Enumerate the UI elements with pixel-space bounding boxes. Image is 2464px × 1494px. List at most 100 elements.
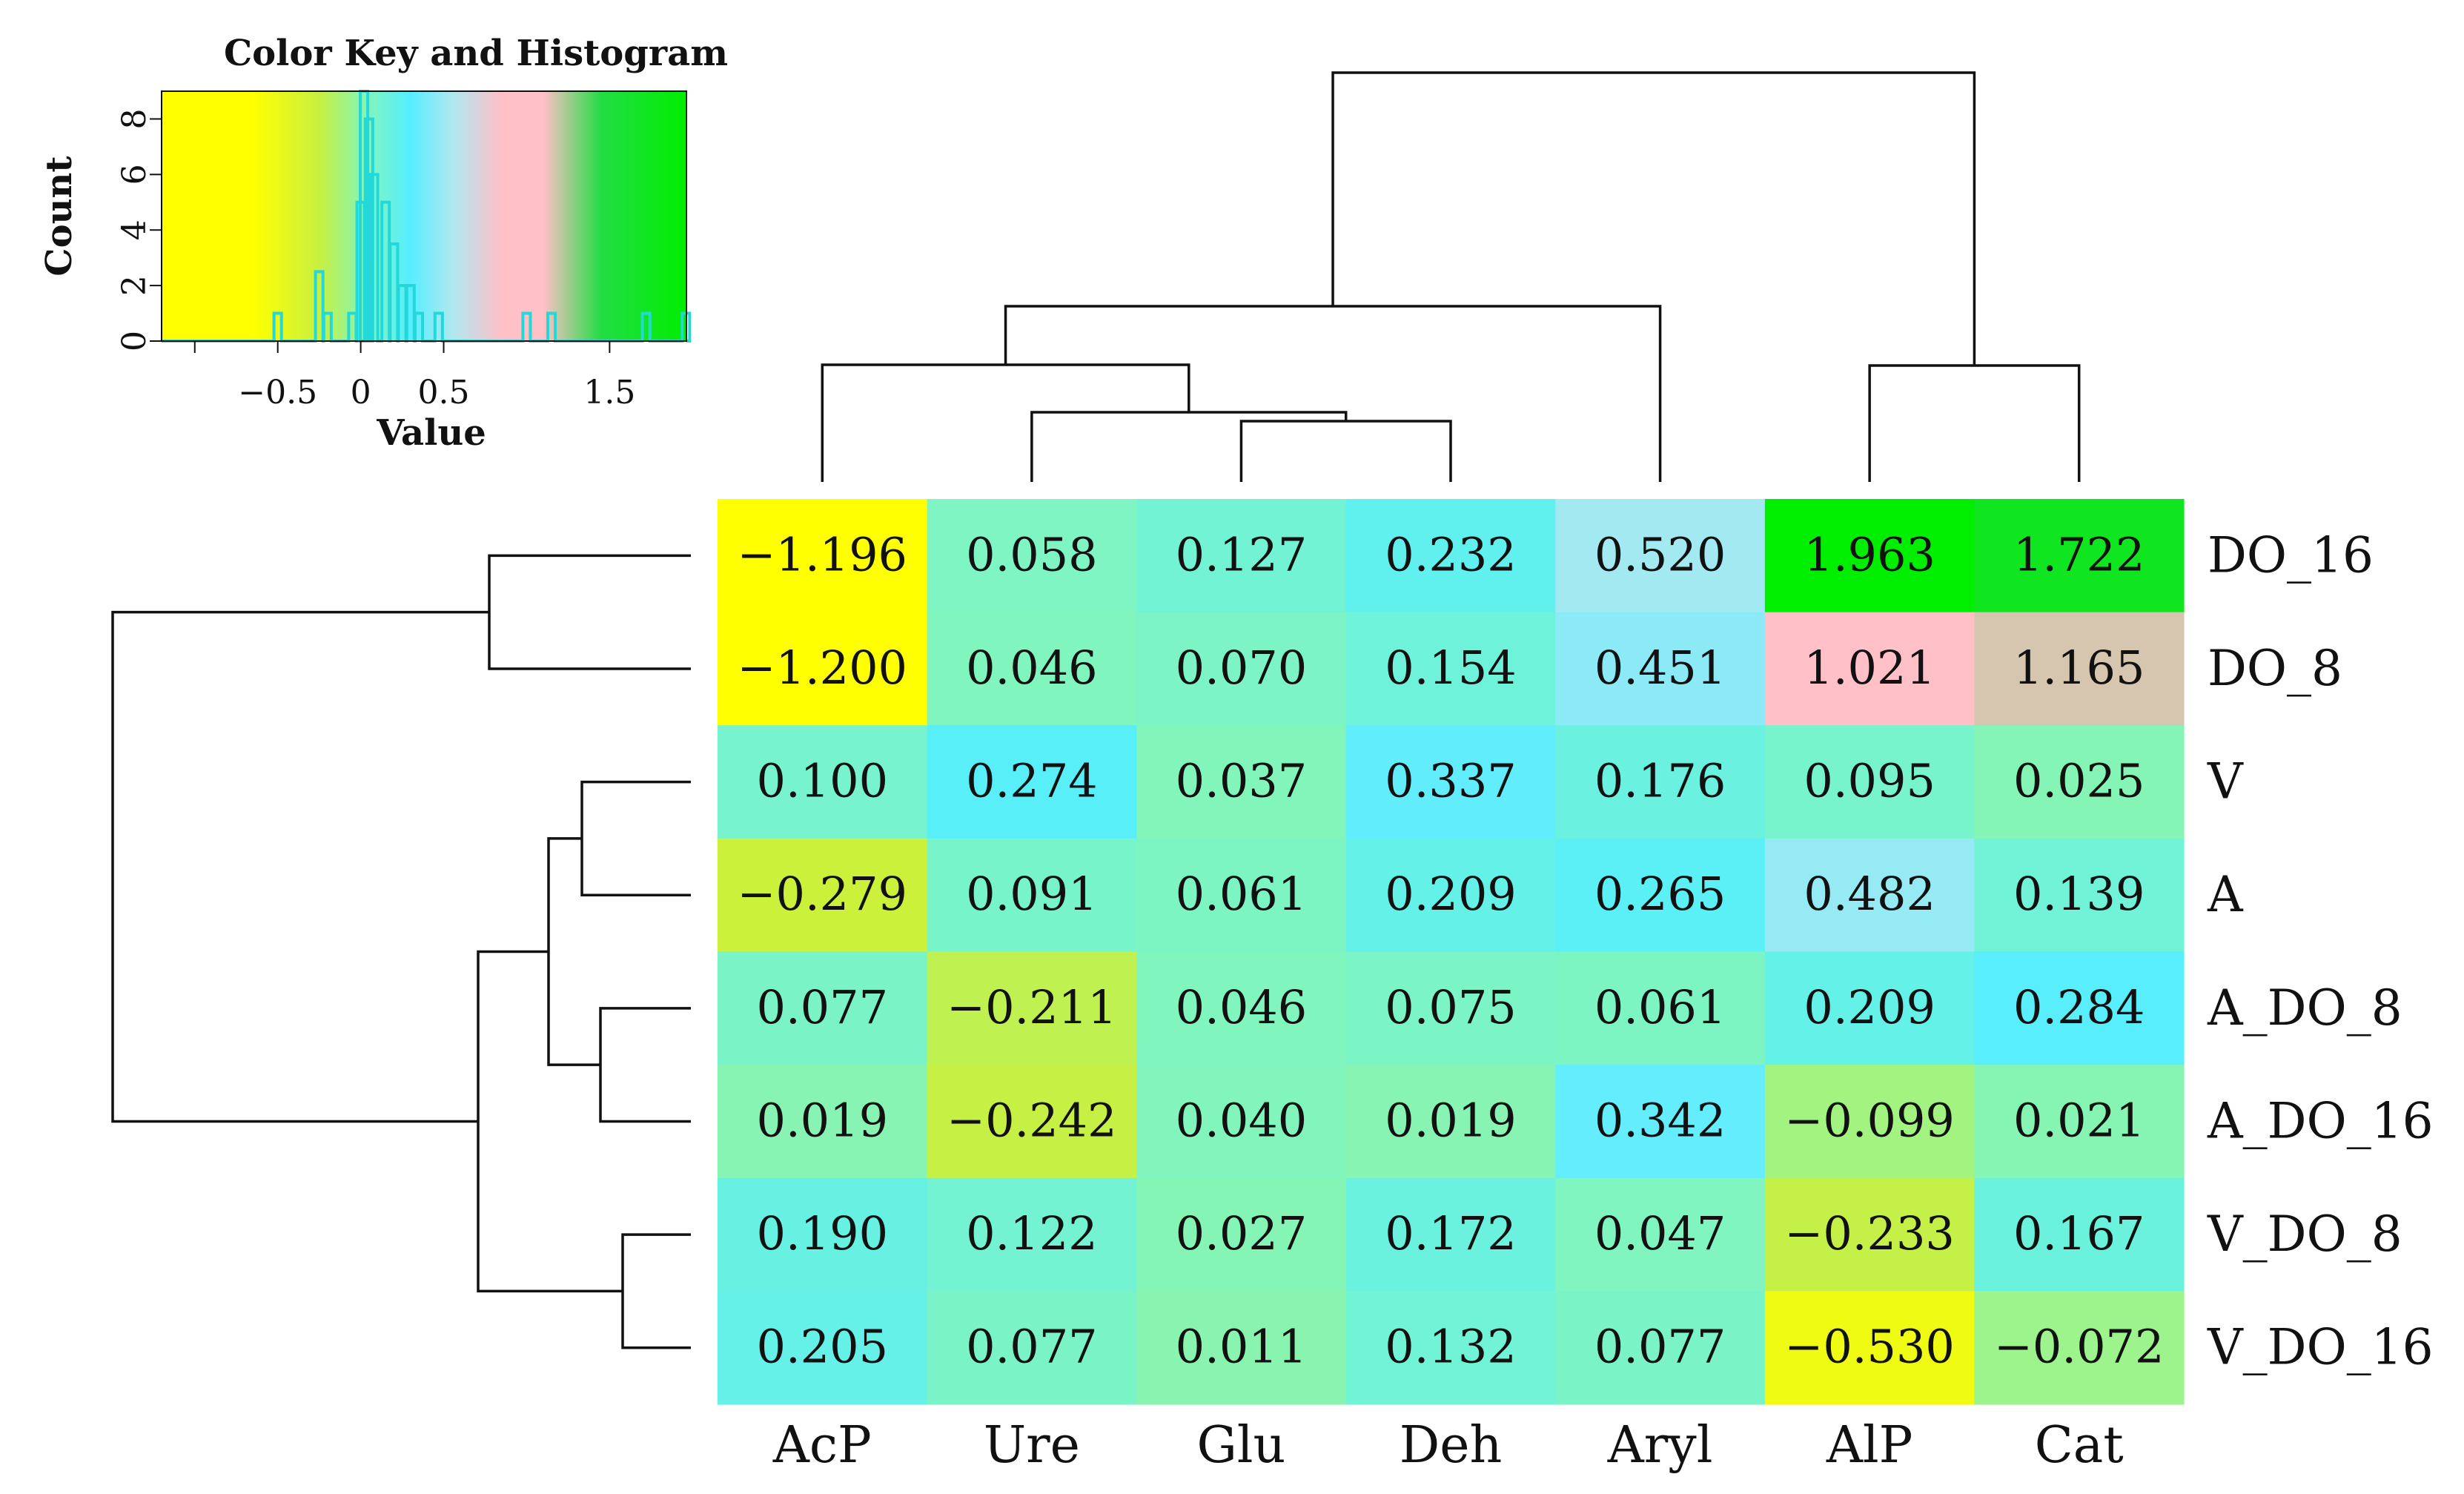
color-key-gradient: [162, 91, 686, 341]
heatmap-cell: [1345, 1291, 1556, 1405]
heatmap-cell: [927, 1291, 1137, 1405]
x-tick-label: 0.5: [418, 374, 470, 411]
cell-value-label: 0.265: [1594, 867, 1726, 921]
heatmap-cell: [1974, 725, 2185, 839]
heatmap-cell: [1764, 838, 1975, 953]
cell-value-label: 0.520: [1594, 527, 1726, 581]
cell-value-label: −0.233: [1784, 1206, 1954, 1260]
row-label: A_DO_16: [2207, 1092, 2434, 1149]
row-link-vdo: [621, 1233, 691, 1349]
row-label: A_DO_8: [2207, 979, 2402, 1037]
x-axis-title: Value: [376, 412, 486, 454]
cell-value-label: −0.211: [947, 980, 1116, 1034]
cell-value-label: 0.205: [757, 1320, 889, 1374]
cell-value-label: 0.232: [1385, 527, 1517, 581]
row-label: A: [2207, 866, 2244, 923]
heatmap-cell: [1764, 499, 1975, 613]
heatmap-cell: [718, 499, 928, 613]
color-key-title: Color Key and Histogram: [224, 33, 728, 74]
heatmap-cell: [1555, 951, 1766, 1065]
cell-value-label: 0.047: [1594, 1206, 1726, 1260]
y-tick-label: 4: [116, 219, 153, 240]
heatmap-cell: [1345, 612, 1556, 726]
cell-value-label: 0.482: [1804, 867, 1935, 921]
cell-value-label: 1.963: [1804, 527, 1935, 581]
y-tick-label: 6: [116, 164, 153, 185]
heatmap-cell: [1974, 1291, 2185, 1405]
heatmap-cell: [1974, 612, 2185, 726]
heatmap-cell: [1555, 499, 1766, 613]
heatmap-cell: [927, 1065, 1137, 1179]
heatmap-cell: [1136, 499, 1347, 613]
cell-value-label: 0.019: [757, 1093, 889, 1147]
cell-value-label: 0.337: [1385, 754, 1517, 808]
heatmap-cell: [1136, 1177, 1347, 1292]
column-labels: AcP Ure Glu Deh Aryl AlP Cat: [772, 1416, 2124, 1475]
cell-value-label: 0.037: [1176, 754, 1308, 808]
heatmap-cell: [1555, 1291, 1766, 1405]
x-tick-label: 1.5: [583, 374, 635, 411]
cell-value-label: 0.070: [1176, 641, 1308, 695]
heatmap-cell: [1974, 1177, 2185, 1292]
heatmap-cell: [1555, 1065, 1766, 1179]
cell-value-label: −1.196: [738, 527, 907, 581]
column-label: Cat: [2035, 1416, 2124, 1475]
cell-value-label: −0.099: [1784, 1093, 1954, 1147]
cell-value-label: 0.154: [1385, 641, 1517, 695]
cell-value-label: 0.011: [1176, 1320, 1308, 1374]
row-link-va-ado: [547, 837, 600, 1066]
heatmap-cell: [1136, 951, 1347, 1065]
cell-value-label: 0.061: [1594, 980, 1726, 1034]
cell-value-label: 0.077: [966, 1320, 1098, 1374]
x-tick-label: 0: [351, 374, 371, 411]
x-tick-label: −0.5: [238, 374, 317, 411]
heatmap-cell: [1136, 838, 1347, 953]
heatmap-cell: [1345, 951, 1556, 1065]
heatmap-cell: [927, 499, 1137, 613]
cell-value-label: −0.242: [947, 1093, 1116, 1147]
cell-value-label: 0.058: [966, 527, 1098, 581]
cell-value-label: 0.046: [1176, 980, 1308, 1034]
heatmap-cell: [1974, 838, 2185, 953]
cell-value-label: 0.209: [1385, 867, 1517, 921]
heatmap-cell: [1974, 951, 2185, 1065]
heatmap-cell: [1764, 951, 1975, 1065]
row-link-ado: [599, 1007, 691, 1123]
cell-value-label: 0.091: [966, 867, 1098, 921]
row-label: V_DO_16: [2207, 1319, 2434, 1376]
cell-value-label: 0.274: [966, 754, 1098, 808]
heatmap-cell: [927, 1177, 1137, 1292]
cell-value-label: 0.284: [2013, 980, 2145, 1034]
heatmap-cells: −1.196 0.058 0.127 0.232 0.520 1.963 1.722 −1.2…: [718, 499, 2185, 1405]
heatmap-cell: [927, 612, 1137, 726]
row-link-root: [111, 610, 489, 1123]
cell-value-label: 0.019: [1385, 1093, 1517, 1147]
heatmap-cell: [1345, 725, 1556, 839]
column-label: Ure: [984, 1416, 1080, 1475]
col-link-alp-cat: [1868, 364, 2081, 482]
heatmap-cell: [1345, 499, 1556, 613]
heatmap-cell: [1555, 725, 1766, 839]
cell-value-label: 0.451: [1594, 641, 1726, 695]
cell-value-label: 1.165: [2013, 641, 2145, 695]
cell-value-label: 0.025: [2013, 754, 2145, 808]
row-label: DO_8: [2208, 640, 2342, 697]
column-label: Aryl: [1607, 1416, 1713, 1475]
row-labels: DO_16 DO_8 VA A_DO_8 A_DO_16 V_DO_8 V_DO_16: [2207, 526, 2434, 1375]
cell-value-label: 0.176: [1594, 754, 1726, 808]
col-link-root: [1331, 71, 1976, 366]
heatmap-cell: [927, 838, 1137, 953]
heatmap-cell: [927, 725, 1137, 839]
column-label: Deh: [1400, 1416, 1503, 1475]
cell-value-label: 0.127: [1176, 527, 1308, 581]
heatmap-cell: [1136, 612, 1347, 726]
row-link-do: [488, 554, 691, 670]
column-label: Glu: [1196, 1416, 1285, 1475]
cell-value-label: 1.722: [2013, 527, 2145, 581]
heatmap-cell: [1345, 1177, 1556, 1292]
y-tick-label: 0: [116, 331, 153, 351]
cell-value-label: 0.190: [757, 1206, 889, 1260]
heatmap-cell: [1764, 612, 1975, 726]
heatmap-cell: [1345, 1065, 1556, 1179]
cell-value-label: −0.279: [738, 867, 907, 921]
